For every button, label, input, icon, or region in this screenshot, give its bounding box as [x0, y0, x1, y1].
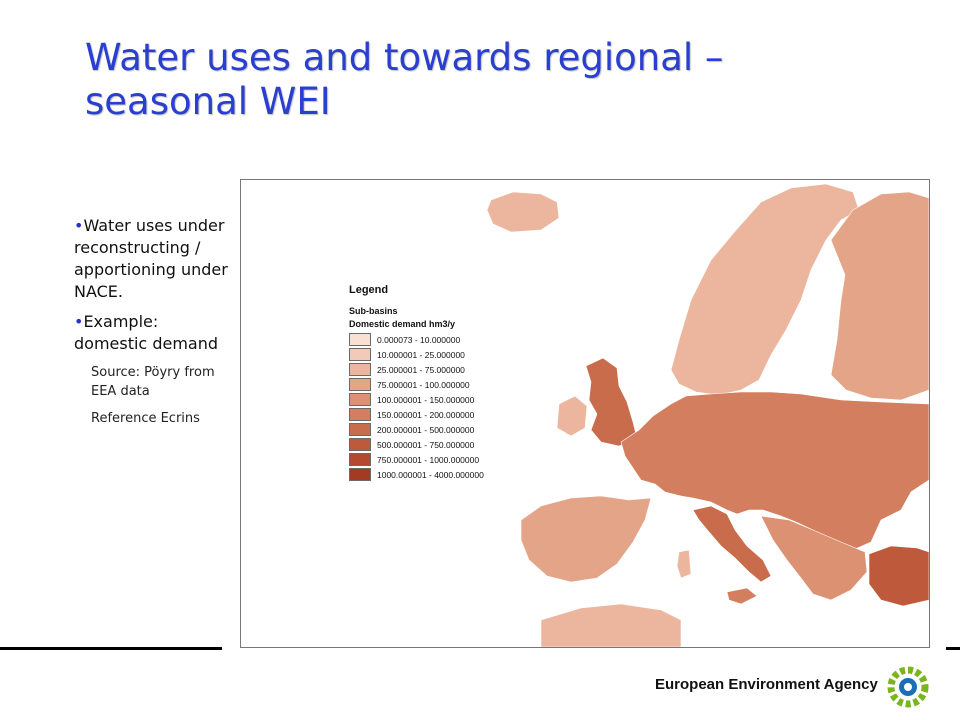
- legend-row: 10.000001 - 25.000000: [349, 347, 484, 362]
- legend-swatch: [349, 438, 371, 451]
- legend-layer: Sub-basins: [349, 306, 398, 316]
- legend-label: 0.000073 - 10.000000: [377, 334, 461, 345]
- legend-swatch: [349, 393, 371, 406]
- legend-label: 100.000001 - 150.000000: [377, 394, 475, 405]
- bullet-dot: •: [74, 312, 84, 331]
- turkey-shape: [868, 545, 929, 607]
- legend-row: 75.000001 - 100.000000: [349, 377, 484, 392]
- map-legend: Legend Sub-basins Domestic demand hm3/y …: [349, 284, 484, 482]
- iberia-shape: [520, 495, 652, 583]
- iceland-shape: [486, 191, 560, 233]
- legend-label: 500.000001 - 750.000000: [377, 439, 475, 450]
- legend-swatch: [349, 348, 371, 361]
- balkans-shape: [760, 515, 868, 601]
- legend-swatch: [349, 408, 371, 421]
- legend-field: Domestic demand hm3/y: [349, 319, 456, 329]
- legend-swatch: [349, 468, 371, 481]
- agency-name: European Environment Agency: [655, 676, 878, 693]
- title-line-1: Water uses and towards regional –: [85, 36, 724, 79]
- title-line-2: seasonal WEI: [85, 80, 331, 123]
- legend-row: 0.000073 - 10.000000: [349, 332, 484, 347]
- baltic-sea: [769, 255, 837, 390]
- legend-title: Legend: [349, 284, 389, 296]
- bullet-dot: •: [74, 216, 84, 235]
- ireland-shape: [556, 395, 588, 437]
- map-graphic: [486, 183, 929, 647]
- great-britain-shape: [585, 357, 638, 447]
- sub-bullet-source: Source: Pöyry from EEA data: [91, 365, 215, 399]
- legend-label: 25.000001 - 75.000000: [377, 364, 465, 375]
- bullet-item: •Example: domestic demand: [74, 312, 218, 353]
- finland-russia-shape: [830, 191, 929, 401]
- legend-swatch: [349, 423, 371, 436]
- legend-label: 10.000001 - 25.000000: [377, 349, 465, 360]
- legend-swatch: [349, 453, 371, 466]
- legend-label: 750.000001 - 1000.000000: [377, 454, 480, 465]
- legend-swatch: [349, 333, 371, 346]
- legend-row: 100.000001 - 150.000000: [349, 392, 484, 407]
- divider-left: [0, 647, 222, 650]
- divider-right: [946, 647, 960, 650]
- north-africa-shape: [540, 603, 682, 647]
- legend-row: 200.000001 - 500.000000: [349, 422, 484, 437]
- italy-shape: [692, 505, 772, 583]
- legend-row: 1000.000001 - 4000.000000: [349, 467, 484, 482]
- bullet-list: •Water uses under reconstructing / appor…: [74, 215, 234, 436]
- legend-row: 500.000001 - 750.000000: [349, 437, 484, 452]
- legend-row: 750.000001 - 1000.000000: [349, 452, 484, 467]
- sub-bullet-reference: Reference Ecrins: [91, 411, 200, 426]
- bullet-item: •Water uses under reconstructing / appor…: [74, 216, 228, 301]
- legend-swatch: [349, 378, 371, 391]
- eea-logo-icon: [887, 666, 929, 708]
- legend-label: 75.000001 - 100.000000: [377, 379, 470, 390]
- legend-row: 150.000001 - 200.000000: [349, 407, 484, 422]
- legend-row: 25.000001 - 75.000000: [349, 362, 484, 377]
- legend-label: 200.000001 - 500.000000: [377, 424, 475, 435]
- sardinia-shape: [676, 549, 692, 579]
- legend-label: 150.000001 - 200.000000: [377, 409, 475, 420]
- slide-title: Water uses and towards regional – season…: [85, 36, 945, 124]
- legend-label: 1000.000001 - 4000.000000: [377, 469, 484, 480]
- sicily-shape: [726, 587, 758, 605]
- legend-classes: 0.000073 - 10.000000 10.000001 - 25.00000…: [349, 332, 484, 482]
- legend-swatch: [349, 363, 371, 376]
- europe-map: Legend Sub-basins Domestic demand hm3/y …: [240, 179, 930, 648]
